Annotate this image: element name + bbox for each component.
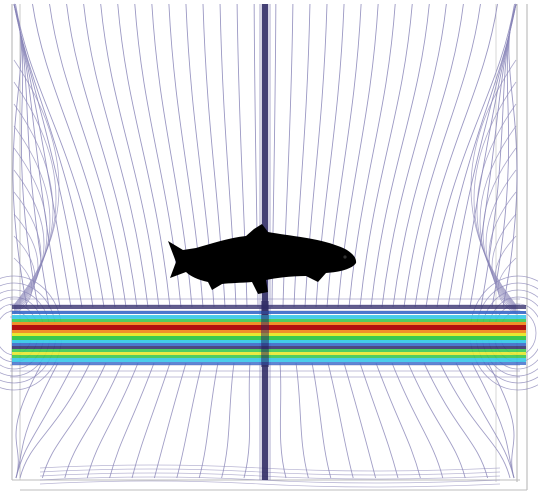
field-line [39, 480, 501, 488]
field-line [153, 362, 187, 479]
field-line [39, 476, 501, 484]
field-line [491, 213, 517, 313]
field-line [198, 362, 219, 479]
field-line [392, 3, 464, 308]
lower-field-lines [15, 362, 515, 488]
field-line [39, 468, 501, 476]
field-line [83, 3, 149, 308]
field-line [471, 362, 515, 479]
field-line [13, 125, 51, 309]
field-line [109, 362, 155, 479]
field-line [13, 59, 60, 306]
field-line [391, 362, 444, 479]
field-line [131, 362, 171, 479]
field-line [15, 362, 59, 479]
field-line [407, 362, 466, 479]
field-line [49, 3, 127, 308]
field-line [15, 362, 75, 479]
field-line [381, 3, 447, 308]
field-line [117, 3, 171, 308]
horizontal-electrode-band [12, 301, 526, 367]
field-line [487, 362, 515, 479]
field-line [243, 362, 251, 479]
field-line [370, 3, 430, 308]
field-line [100, 3, 160, 308]
fish-body [168, 224, 357, 294]
field-line [221, 362, 235, 479]
field-line [403, 3, 481, 308]
beam-crossing [261, 301, 269, 367]
field-line [13, 169, 45, 311]
field-line [423, 362, 489, 479]
field-line [375, 362, 421, 479]
field-line [343, 362, 377, 479]
field-line [176, 362, 203, 479]
field-line [473, 81, 517, 307]
field-line [482, 147, 517, 310]
field-line [439, 362, 511, 479]
field-line [19, 362, 91, 479]
field-line [66, 3, 138, 308]
fish-eye [343, 255, 347, 259]
field-line [436, 3, 517, 308]
field-line [13, 257, 33, 315]
field-line [279, 362, 287, 479]
field-line [64, 362, 123, 479]
field-line [470, 59, 517, 306]
field-line [485, 169, 517, 311]
field-line [13, 213, 39, 313]
field-line [13, 3, 94, 308]
field-line [39, 464, 501, 472]
field-line [13, 81, 57, 307]
field-line [414, 3, 498, 308]
field-line [295, 362, 309, 479]
field-line [15, 362, 43, 479]
field-line [327, 362, 354, 479]
field-line [41, 362, 107, 479]
field-line [359, 3, 413, 308]
field-line [455, 362, 515, 479]
field-line [39, 472, 501, 480]
field-line [359, 362, 399, 479]
field-line [13, 147, 48, 310]
field-line [311, 362, 332, 479]
field-line [12, 3, 28, 308]
field-line [15, 3, 105, 308]
field-line [502, 3, 518, 308]
field-line [425, 3, 515, 308]
fish-silhouette [168, 224, 357, 294]
field-line [32, 3, 116, 308]
